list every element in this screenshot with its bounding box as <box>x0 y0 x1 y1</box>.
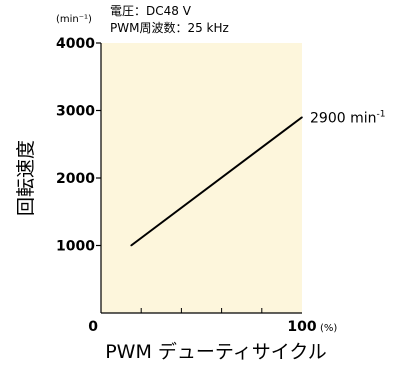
series-point-0-1 <box>301 116 303 119</box>
x-tick-label-0: 0 <box>88 319 98 335</box>
series-point-0-0 <box>130 244 132 247</box>
ticks-layer <box>96 42 263 313</box>
x-unit-label: (%) <box>320 323 337 334</box>
condition-pwm-frequency: PWM周波数：25 kHz <box>110 20 229 35</box>
x-tick-label-100: 100 <box>287 319 316 335</box>
y-tick-label-2000: 2000 <box>56 171 95 187</box>
end-value-annotation: 2900 min-1 <box>310 109 385 126</box>
y-axis-title: 回転速度 <box>15 140 37 216</box>
condition-voltage: 電圧：DC48 V <box>110 4 192 18</box>
series-line-0 <box>130 116 303 247</box>
end-value-superscript: -1 <box>376 109 385 119</box>
y-tick-label-3000: 3000 <box>56 104 95 120</box>
x-axis-title: PWM デューティサイクル <box>105 341 327 363</box>
y-tick-label-1000: 1000 <box>56 239 95 255</box>
plot-background <box>101 43 302 313</box>
y-tick-label-4000: 4000 <box>56 36 95 52</box>
labels-layer: 1000 2000 3000 4000 0 100 2900 min-1 <box>56 36 385 335</box>
series-layer <box>130 116 303 247</box>
y-unit-label: (min⁻¹) <box>56 14 92 25</box>
end-value-text: 2900 min <box>310 110 376 126</box>
